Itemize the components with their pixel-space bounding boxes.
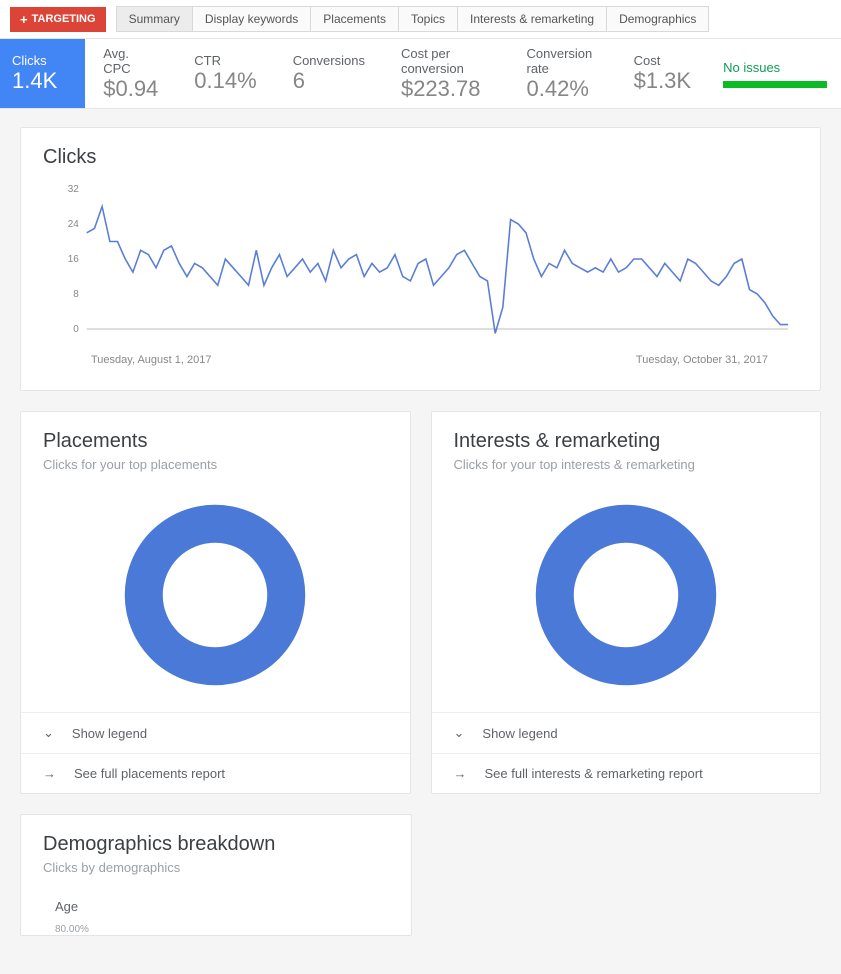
metric-cost[interactable]: Cost$1.3K	[616, 39, 710, 108]
svg-text:24: 24	[68, 219, 79, 230]
content-area: Clicks 08162432 Tuesday, August 1, 2017 …	[0, 109, 841, 974]
demographics-age-label: Age	[55, 899, 389, 914]
status-text: No issues	[723, 60, 827, 75]
metric-label: CTR	[194, 53, 256, 68]
metric-label: Conversion rate	[527, 46, 598, 76]
tab-interests-remarketing[interactable]: Interests & remarketing	[457, 6, 607, 32]
demographics-subtitle: Clicks by demographics	[43, 860, 389, 875]
tab-summary[interactable]: Summary	[116, 6, 193, 32]
interests-donut-chart	[531, 500, 721, 690]
plus-icon: +	[20, 12, 28, 27]
arrow-right-icon: →	[43, 766, 56, 781]
placements-subtitle: Clicks for your top placements	[43, 457, 388, 472]
chart-end-date: Tuesday, October 31, 2017	[636, 354, 768, 366]
interests-legend-label: Show legend	[482, 726, 557, 741]
interests-show-legend[interactable]: ⌄ Show legend	[432, 712, 821, 753]
demographics-card: Demographics breakdown Clicks by demogra…	[20, 814, 412, 936]
placements-donut-chart	[120, 500, 310, 690]
status-bar	[723, 81, 827, 88]
clicks-chart-title: Clicks	[43, 146, 798, 169]
svg-text:32: 32	[68, 184, 79, 195]
metric-label: Avg. CPC	[103, 46, 158, 76]
metric-cost-per-conversion[interactable]: Cost per conversion$223.78	[383, 39, 509, 108]
metric-label: Conversions	[293, 53, 365, 68]
metric-value: 6	[293, 68, 365, 94]
chevron-down-icon: ⌄	[43, 725, 54, 741]
placements-card: Placements Clicks for your top placement…	[20, 411, 411, 794]
svg-text:16: 16	[68, 254, 79, 265]
metrics-list: Avg. CPC$0.94CTR0.14%Conversions6Cost pe…	[85, 39, 709, 108]
tab-strip: SummaryDisplay keywordsPlacementsTopicsI…	[116, 6, 710, 32]
demographics-title: Demographics breakdown	[43, 833, 389, 856]
interests-card: Interests & remarketing Clicks for your …	[431, 411, 822, 794]
clicks-chart-card: Clicks 08162432 Tuesday, August 1, 2017 …	[20, 127, 821, 391]
metric-value: $0.94	[103, 76, 158, 102]
demographics-y-axis-top: 80.00%	[55, 924, 389, 935]
top-bar: + TARGETING SummaryDisplay keywordsPlace…	[0, 0, 841, 39]
interests-report-label: See full interests & remarketing report	[485, 766, 703, 781]
placements-legend-label: Show legend	[72, 726, 147, 741]
metric-avg-cpc[interactable]: Avg. CPC$0.94	[85, 39, 176, 108]
status-block: No issues	[709, 39, 841, 108]
tab-demographics[interactable]: Demographics	[606, 6, 709, 32]
metric-value: 1.4K	[12, 68, 73, 94]
tab-topics[interactable]: Topics	[398, 6, 458, 32]
interests-full-report[interactable]: → See full interests & remarketing repor…	[432, 753, 821, 793]
tab-display-keywords[interactable]: Display keywords	[192, 6, 311, 32]
chart-start-date: Tuesday, August 1, 2017	[91, 354, 211, 366]
metric-primary-clicks[interactable]: Clicks 1.4K	[0, 39, 85, 108]
metric-label: Cost	[634, 53, 692, 68]
svg-text:8: 8	[73, 289, 79, 300]
metric-label: Cost per conversion	[401, 46, 491, 76]
clicks-line-chart: 0 8 16 24 32	[43, 179, 798, 349]
chevron-down-icon: ⌄	[454, 725, 465, 741]
metric-value: $223.78	[401, 76, 491, 102]
metric-conversions[interactable]: Conversions6	[275, 39, 383, 108]
tab-placements[interactable]: Placements	[310, 6, 399, 32]
metric-label: Clicks	[12, 53, 73, 68]
metrics-bar: Clicks 1.4K Avg. CPC$0.94CTR0.14%Convers…	[0, 39, 841, 109]
interests-title: Interests & remarketing	[454, 430, 799, 453]
metric-ctr[interactable]: CTR0.14%	[176, 39, 274, 108]
metric-conversion-rate[interactable]: Conversion rate0.42%	[509, 39, 616, 108]
svg-text:0: 0	[73, 324, 79, 335]
placements-title: Placements	[43, 430, 388, 453]
placements-full-report[interactable]: → See full placements report	[21, 753, 410, 793]
interests-subtitle: Clicks for your top interests & remarket…	[454, 457, 799, 472]
metric-value: 0.14%	[194, 68, 256, 94]
targeting-button[interactable]: + TARGETING	[10, 7, 106, 32]
metric-value: 0.42%	[527, 76, 598, 102]
arrow-right-icon: →	[454, 766, 467, 781]
targeting-button-label: TARGETING	[32, 13, 96, 25]
placements-show-legend[interactable]: ⌄ Show legend	[21, 712, 410, 753]
placements-report-label: See full placements report	[74, 766, 225, 781]
donut-row: Placements Clicks for your top placement…	[20, 411, 821, 814]
metric-value: $1.3K	[634, 68, 692, 94]
